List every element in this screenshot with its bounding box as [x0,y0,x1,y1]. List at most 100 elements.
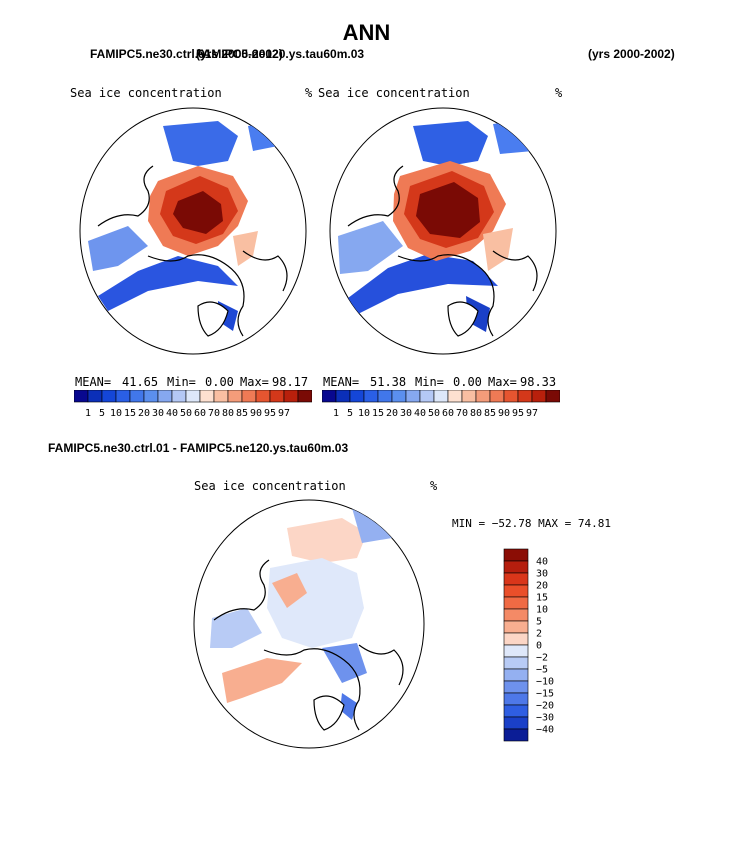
panel1-mean: 41.65 [122,375,159,389]
panel1-max: 98.17 [272,375,309,389]
panel1-colorbar-swatch [255,390,271,403]
panel2-max: 98.33 [520,375,557,389]
diff-colorbar-tick-label: −2 [536,653,548,664]
diff-pink-north [287,518,367,563]
panel2-variable: Sea ice concentration [318,86,470,100]
diff-colorbar-swatch [503,728,529,742]
diff-colorbar-tick-label: −5 [536,665,548,676]
panel2-ice-blue-north [413,121,488,166]
panel1-colorbar-tick-label: 5 [99,408,105,419]
panel2-colorbar: 1 5 10 15 20 30 40 50 60 70 80 85 90 95 97 [322,390,560,419]
panel2-colorbar-swatch [349,390,365,403]
panel1-colorbar-tick-label: 20 [138,408,150,419]
panel1-colorbar-tick-label: 30 [152,408,164,419]
diff-colorbar-tick-label: −15 [536,689,554,700]
diff-colorbar-tick-label: −10 [536,677,554,688]
panel1-colorbar-tick-label: 60 [194,408,206,419]
diff-colorbar-swatch [503,632,529,646]
panel1-variable: Sea ice concentration [70,86,222,100]
panel1-units: % [305,86,313,100]
diff-colorbar-swatch [503,692,529,706]
diff-colorbar-swatch [503,668,529,682]
panel1-ice-blue-north [163,121,238,166]
page-title: ANN [342,20,391,45]
panel2-coastline-a [397,254,495,337]
panel2-mean-label: MEAN= [323,375,360,389]
panel1-colorbar-swatch [74,390,89,403]
panel2-colorbar-swatch [363,390,379,403]
diff-pink-sw [222,658,302,703]
panel1-map [79,107,307,355]
diff-colorbar-tick-label: 20 [536,581,548,592]
panel1-colorbar-tick-label: 15 [124,408,136,419]
diff-colorbar-swatch [503,584,529,598]
diff-colorbar-tick-label: −40 [536,725,554,736]
diff-blue-sw [340,693,357,720]
panel1-ice-blue-ne [248,121,288,151]
panel1-max-label: Max= [240,375,269,389]
panel1-colorbar-tick-label: 1 [85,408,91,419]
panel1-colorbar-tick-label: 40 [166,408,178,419]
panel1-colorbar-swatch [115,390,131,403]
diff-blue-w [210,608,262,648]
panel1-colorbar-tick-label: 97 [278,408,290,419]
panel2-coastline-c [492,250,538,292]
panel1-colorbar-tick-label: 70 [208,408,220,419]
panel1-mean-label: MEAN= [75,375,112,389]
years-left: (yrs 2000-2002) [196,47,283,61]
panel1-ice-blue-south [98,256,238,311]
panel2-colorbar-tick-label: 20 [386,408,398,419]
panel2-colorbar-swatch [405,390,421,403]
panel1-colorbar-tick-label: 85 [236,408,248,419]
panel1-colorbar-tick-label: 95 [264,408,276,419]
panel2-colorbar-tick-label: 60 [442,408,454,419]
panel2-colorbar-swatch [503,390,519,403]
panel2-units: % [555,86,563,100]
panel2-colorbar-swatch [377,390,393,403]
panel1-colorbar-swatch [213,390,229,403]
panel2-colorbar-swatch [461,390,477,403]
panel1-min: 0.00 [205,375,234,389]
panel1-colorbar-swatch [157,390,173,403]
panel2-ice-core [416,182,480,238]
panel2-mean: 51.38 [370,375,407,389]
panel1-colorbar-tick-label: 80 [222,408,234,419]
panel2-colorbar-tick-label: 80 [470,408,482,419]
panel2-colorbar-swatch [419,390,435,403]
diff-pink-core [272,573,307,608]
diff-colorbar-tick-label: −20 [536,701,554,712]
diff-colorbar-tick-label: 0 [536,641,542,652]
diff-colorbar-tick-label: 40 [536,557,548,568]
panel2-colorbar-tick-label: 40 [414,408,426,419]
panel2-colorbar-tick-label: 30 [400,408,412,419]
diff-colorbar-tick-label: −30 [536,713,554,724]
panel2-colorbar-swatch [489,390,505,403]
panel1-colorbar-swatch [143,390,159,403]
case-name-right: FAMIPC5.ne120.ys.tau60m.03 [196,47,365,61]
diff-colorbar-tick-label: 10 [536,605,548,616]
panel1-ice-blue-west [88,226,148,271]
panel1-coastline-b [97,165,154,227]
panel2-colorbar-swatch [322,390,337,403]
panel2-colorbar-swatch [335,390,351,403]
panel1-landmass [197,301,229,337]
panel2-ice-pink [483,228,513,271]
panel2-landmass [447,301,479,337]
panel2-coastline-b [347,165,404,227]
panel2-colorbar-tick-label: 15 [372,408,384,419]
diff-colorbar-swatch [503,620,529,634]
diff-colorbar-swatch [503,572,529,586]
panel2-max-label: Max= [488,375,517,389]
panel1-min-label: Min= [167,375,196,389]
panel1-colorbar-swatch [129,390,145,403]
panel1-colorbar-tick-label: 50 [180,408,192,419]
panel1-coastline-c [242,250,288,292]
diff-map [193,499,425,749]
panel2-ice-blue-west [338,221,403,274]
panel2-colorbar-swatch [447,390,463,403]
panel2-colorbar-tick-label: 10 [358,408,370,419]
panel1-colorbar-swatch [87,390,103,403]
panel1-colorbar-swatch [241,390,257,403]
case-name-left: FAMIPC5.ne30.ctrl.01 [90,47,212,61]
